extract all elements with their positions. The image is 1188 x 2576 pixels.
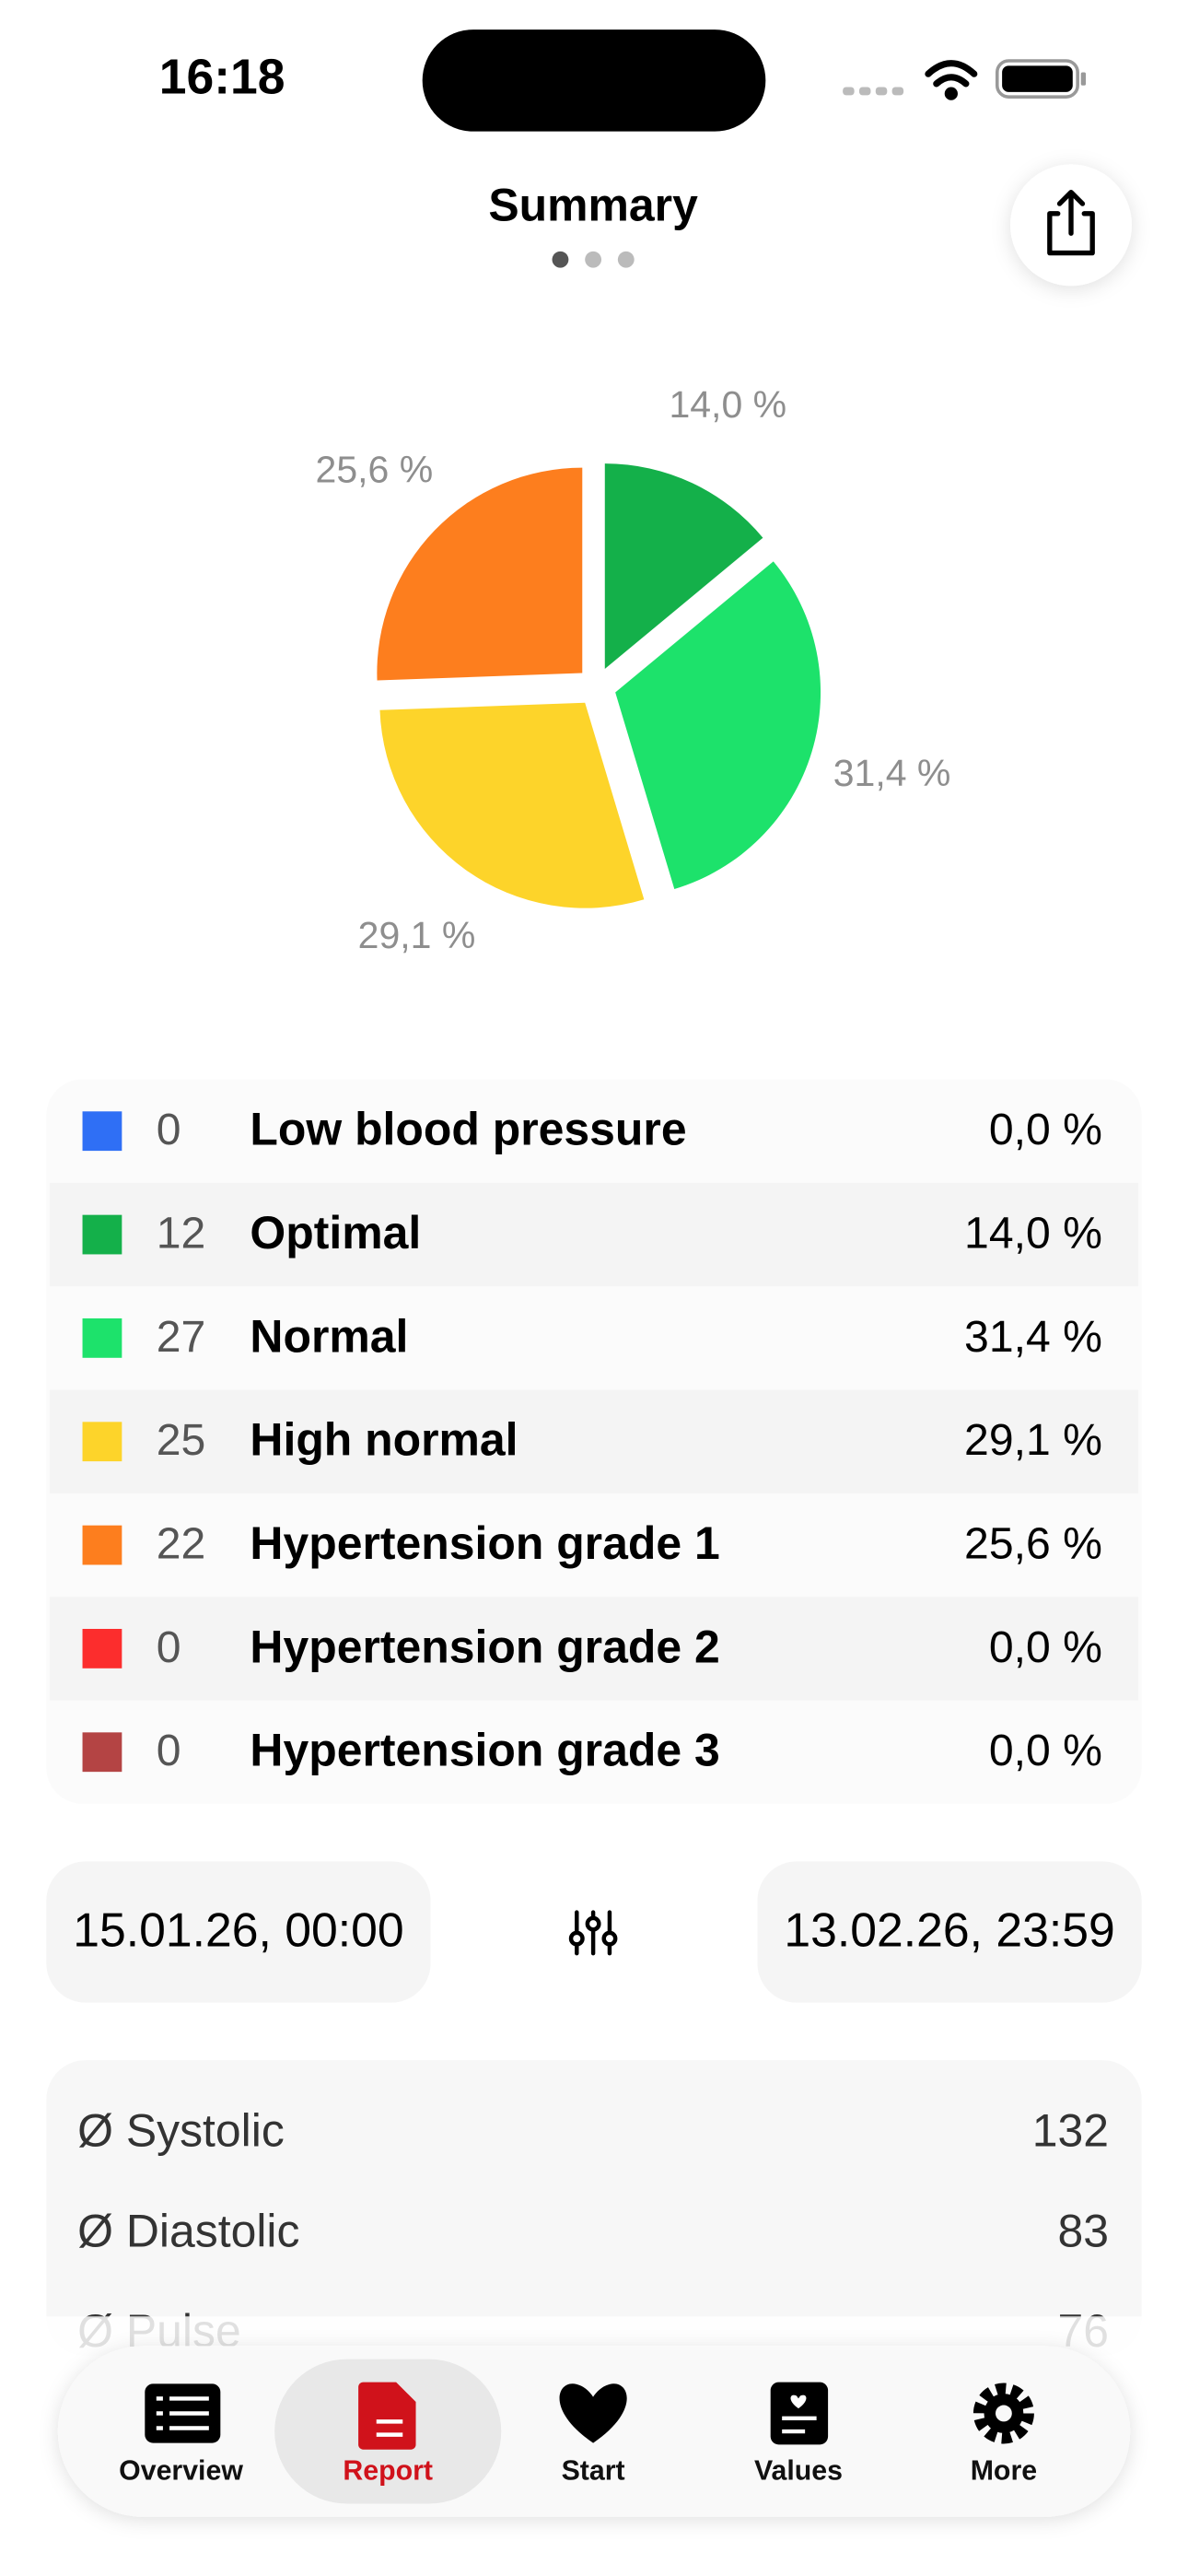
table-row-band (49, 1182, 1139, 1287)
share-button[interactable] (1010, 164, 1132, 287)
end-date: 13.02.26, 23:59 (784, 1903, 1114, 1956)
tab-label[interactable]: Start (562, 2456, 625, 2487)
tab-label[interactable]: More (971, 2456, 1037, 2487)
pie-chart: 14,0 % 31,4 % 29,1 % 25,6 % (316, 383, 951, 956)
tab-label[interactable]: Values (754, 2456, 843, 2487)
category-name: Hypertension grade 1 (250, 1517, 719, 1569)
pie-slice (379, 702, 645, 908)
percentage: 0,0 % (989, 1726, 1102, 1775)
category-name: Hypertension grade 3 (250, 1725, 719, 1776)
page-title: Summary (488, 180, 698, 231)
count: 0 (157, 1105, 181, 1154)
overview-icon (145, 2383, 221, 2443)
pie-label: 31,4 % (833, 752, 951, 794)
color-swatch (82, 1111, 122, 1152)
pie-slice (615, 561, 821, 890)
color-swatch (82, 1214, 122, 1255)
count: 27 (157, 1312, 206, 1362)
start-date: 15.01.26, 00:00 (73, 1903, 403, 1956)
dynamic-island (422, 29, 766, 132)
category-name: Low blood pressure (250, 1104, 686, 1155)
legend-table: 0 Low blood pressure 0,0 % 12 Optimal 14,0 % 2… (46, 1079, 1142, 1804)
average-label: Ø Systolic (77, 2105, 285, 2157)
pie-slice (377, 467, 583, 681)
start-icon (559, 2383, 627, 2443)
filter-button[interactable] (568, 1910, 618, 1956)
category-name: Hypertension grade 2 (250, 1621, 719, 1672)
percentage: 31,4 % (964, 1312, 1102, 1362)
category-name: Normal (250, 1310, 408, 1362)
end-date-button[interactable]: 13.02.26, 23:59 (757, 1861, 1142, 2003)
average-value: 132 (1032, 2105, 1109, 2157)
more-icon (973, 2383, 1034, 2444)
color-swatch (82, 1629, 122, 1669)
status-time: 16:18 (159, 51, 285, 105)
page-indicator (552, 251, 635, 268)
start-date-button[interactable]: 15.01.26, 00:00 (46, 1861, 431, 2003)
color-swatch (82, 1525, 122, 1565)
report-icon (358, 2382, 416, 2450)
average-label: Ø Diastolic (77, 2205, 299, 2256)
percentage: 29,1 % (964, 1415, 1102, 1465)
category-name: High normal (250, 1414, 518, 1466)
pie-label: 29,1 % (358, 914, 476, 956)
signal-icon (843, 87, 904, 96)
percentage: 14,0 % (964, 1209, 1102, 1259)
percentage: 0,0 % (989, 1622, 1102, 1672)
percentage: 0,0 % (989, 1105, 1102, 1154)
values-icon (770, 2382, 829, 2445)
wifi-icon (925, 60, 978, 100)
count: 0 (157, 1622, 181, 1672)
count: 12 (157, 1209, 206, 1259)
average-value: 83 (1058, 2205, 1110, 2256)
table-row-band (49, 1597, 1139, 1701)
battery-icon (995, 59, 1087, 99)
color-swatch (82, 1422, 122, 1462)
pie-label: 25,6 % (316, 448, 434, 490)
count: 0 (157, 1726, 181, 1775)
tab-label[interactable]: Report (343, 2456, 433, 2487)
count: 25 (157, 1415, 206, 1465)
percentage: 25,6 % (964, 1519, 1102, 1569)
tab-label[interactable]: Overview (119, 2456, 243, 2487)
count: 22 (157, 1519, 206, 1569)
pie-label: 14,0 % (669, 383, 786, 426)
table-row-band (49, 1389, 1139, 1493)
category-name: Optimal (250, 1207, 421, 1259)
pie-slice (604, 463, 763, 669)
color-swatch (82, 1732, 122, 1773)
color-swatch (82, 1317, 122, 1358)
